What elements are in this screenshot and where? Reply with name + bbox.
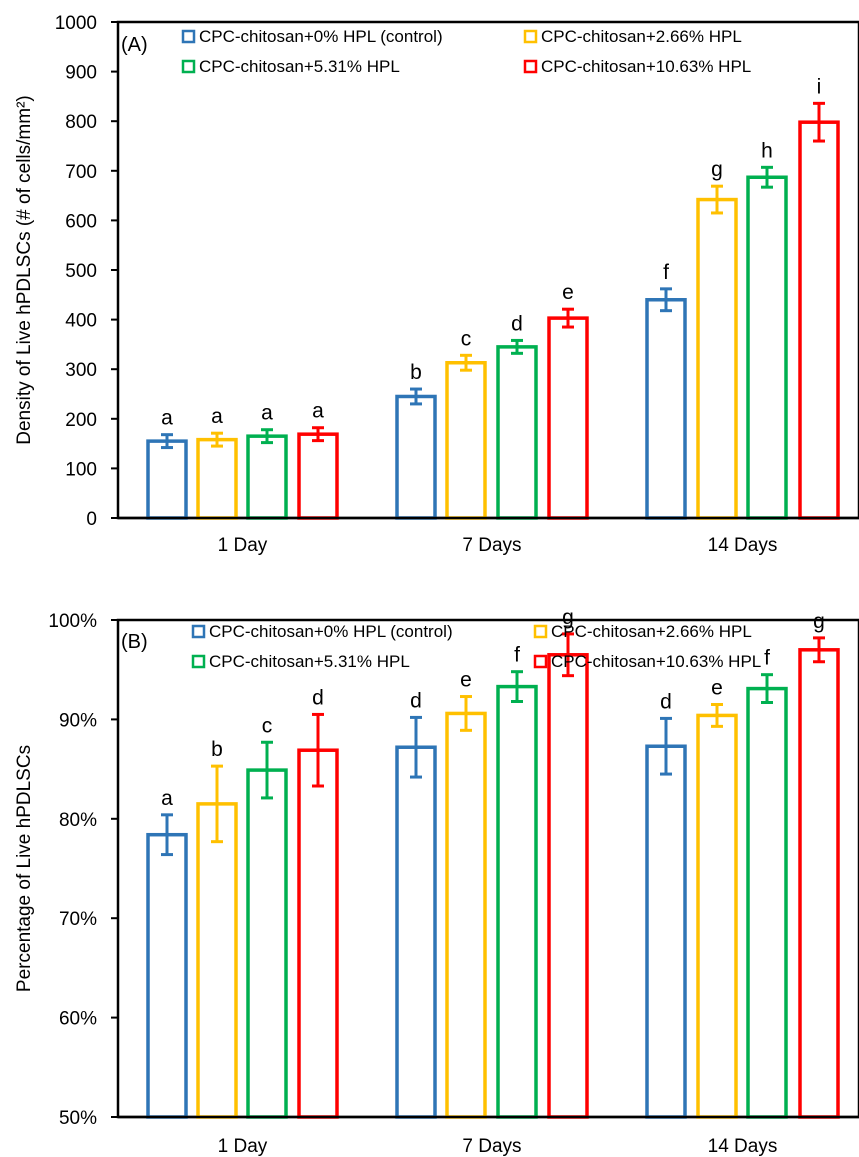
significance-letter: a	[161, 407, 173, 430]
bar	[445, 711, 487, 1119]
x-category-label: 7 Days	[462, 1136, 521, 1157]
y-tick-label: 80%	[59, 810, 97, 831]
significance-letter: f	[764, 647, 770, 670]
significance-letter: d	[410, 689, 422, 712]
legend-swatch	[523, 29, 538, 44]
y-tick-label: 900	[65, 63, 97, 84]
y-tick-label: 600	[65, 211, 97, 232]
y-tick-label: 100	[65, 459, 97, 480]
bar	[547, 653, 589, 1119]
bar	[395, 745, 437, 1119]
significance-letter: d	[312, 686, 324, 709]
y-tick-label: 200	[65, 410, 97, 431]
chart-b: 50% 60% 70% 80% 90% 100% Percentage of Live hP…	[14, 606, 859, 1157]
x-category-label: 14 Days	[708, 535, 778, 556]
bar	[696, 713, 738, 1119]
significance-letter: i	[817, 75, 822, 98]
y-tick-label: 500	[65, 261, 97, 282]
legend-swatch	[191, 624, 206, 639]
y-axis-label: Density of Live hPDLSCs (# of cells/mm²)	[14, 95, 35, 445]
significance-letter: c	[461, 327, 472, 350]
significance-letter: a	[261, 402, 273, 425]
bar	[196, 437, 238, 520]
panel-label: (B)	[121, 631, 148, 653]
legend-swatch	[191, 654, 206, 669]
bar	[798, 120, 840, 520]
bar	[496, 345, 538, 520]
significance-letter: c	[262, 714, 273, 737]
y-tick-label: 100%	[48, 611, 97, 632]
bar	[146, 439, 188, 520]
significance-letter: d	[660, 690, 672, 713]
bar	[445, 361, 487, 520]
significance-letter: a	[211, 405, 223, 428]
chart-a: 0 100 200 300 400 500 600 700 800 900 1000 Density …	[14, 13, 859, 556]
x-category-label: 1 Day	[218, 1136, 268, 1157]
legend-swatch	[181, 29, 196, 44]
significance-letter: b	[211, 738, 223, 761]
significance-letter: d	[511, 312, 523, 335]
bar	[746, 175, 788, 520]
legend-label: CPC-chitosan+5.31% HPL	[199, 57, 400, 76]
significance-letter: g	[813, 610, 825, 633]
x-category-label: 7 Days	[462, 535, 521, 556]
significance-letter: g	[562, 606, 574, 629]
y-tick-label: 50%	[59, 1108, 97, 1129]
bar	[246, 434, 288, 520]
bar	[297, 432, 339, 520]
bar	[246, 768, 288, 1119]
legend-swatch	[533, 654, 548, 669]
legend-swatch	[181, 59, 196, 74]
bar	[496, 684, 538, 1119]
significance-letter: e	[711, 676, 723, 699]
bar	[645, 298, 687, 520]
bar	[645, 744, 687, 1119]
y-tick-label: 90%	[59, 710, 97, 731]
significance-letter: a	[312, 400, 324, 423]
significance-letter: f	[514, 644, 520, 667]
bar	[696, 197, 738, 520]
significance-letter: b	[410, 361, 422, 384]
legend-label: CPC-chitosan+5.31% HPL	[209, 652, 410, 671]
legend-label: CPC-chitosan+0% HPL (control)	[209, 622, 453, 641]
y-tick-label: 60%	[59, 1009, 97, 1030]
significance-letter: g	[711, 158, 723, 181]
bar	[146, 832, 188, 1119]
y-tick-label: 1000	[55, 13, 97, 34]
y-axis-label: Percentage of Live hPDLSCs	[14, 745, 35, 992]
bar	[395, 394, 437, 520]
x-category-label: 14 Days	[708, 1136, 778, 1157]
bar	[547, 316, 589, 520]
significance-letter: f	[663, 261, 669, 284]
bar	[746, 686, 788, 1119]
bar	[297, 748, 339, 1119]
legend-label: CPC-chitosan+2.66% HPL	[551, 622, 752, 641]
bar	[196, 802, 238, 1119]
x-category-label: 1 Day	[218, 535, 268, 556]
y-tick-label: 300	[65, 360, 97, 381]
significance-letter: e	[562, 281, 574, 304]
significance-letter: a	[161, 787, 173, 810]
panel-label: (A)	[121, 34, 148, 56]
legend-label: CPC-chitosan+2.66% HPL	[541, 27, 742, 46]
legend-swatch	[523, 59, 538, 74]
y-tick-label: 700	[65, 162, 97, 183]
bar	[798, 648, 840, 1119]
significance-letter: h	[761, 139, 773, 162]
y-tick-label: 0	[86, 509, 97, 530]
legend-label: CPC-chitosan+0% HPL (control)	[199, 27, 443, 46]
legend-label: CPC-chitosan+10.63% HPL	[551, 652, 761, 671]
y-tick-label: 70%	[59, 909, 97, 930]
legend-label: CPC-chitosan+10.63% HPL	[541, 57, 751, 76]
y-tick-label: 800	[65, 112, 97, 133]
significance-letter: e	[460, 669, 472, 692]
legend-swatch	[533, 624, 548, 639]
y-tick-label: 400	[65, 311, 97, 332]
